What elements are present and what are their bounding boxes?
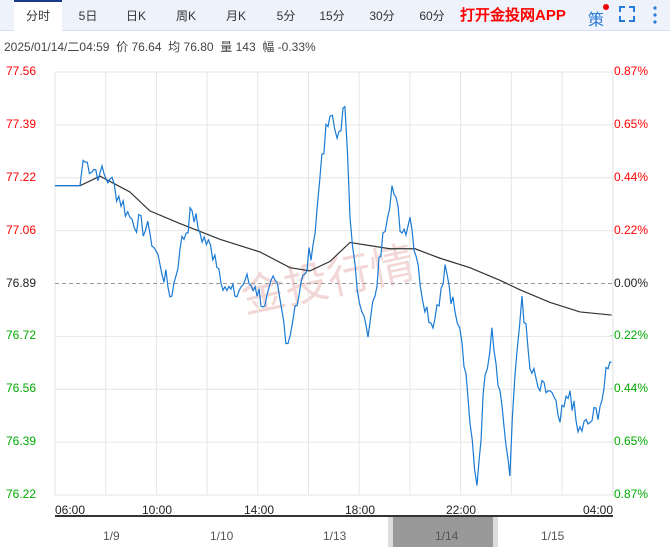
y-right-tick: -0.65% <box>609 434 648 449</box>
volume: 143 <box>235 40 256 54</box>
tab-60min[interactable]: 60分 <box>419 9 445 23</box>
tab-weekly-k[interactable]: 周K <box>175 9 196 23</box>
y-right-tick: -0.22% <box>609 328 648 343</box>
y-right-tick: 0.65% <box>613 116 648 131</box>
x-tick: 04:00 <box>583 503 614 517</box>
tab-daily-k[interactable]: 日K <box>125 9 146 23</box>
quote-info: 2025/01/14/二04:59 价 76.64 均 76.80 量 143 … <box>4 38 316 55</box>
y-right-tick: 0.44% <box>613 169 648 184</box>
y-left-tick: 77.39 <box>6 116 37 131</box>
datetime: 2025/01/14/二04:59 <box>4 40 110 54</box>
x-tick: 18:00 <box>345 503 376 517</box>
y-left-tick: 76.56 <box>6 381 37 396</box>
avg-price: 76.80 <box>183 40 214 54</box>
y-left-tick: 76.39 <box>6 434 37 449</box>
x-tick: 10:00 <box>142 503 173 517</box>
price-line <box>55 105 612 486</box>
open-app-link[interactable]: 打开金投网APP <box>460 7 566 24</box>
tab-5day[interactable]: 5日 <box>78 9 98 23</box>
tab-15min[interactable]: 15分 <box>319 9 345 23</box>
navigator-date: 1/9 <box>103 529 120 543</box>
strategy-label: 策 <box>588 12 605 29</box>
avg-label: 均 <box>168 40 181 54</box>
y-left-tick: 77.06 <box>6 222 37 237</box>
tab-5min[interactable]: 5分 <box>276 9 296 23</box>
tab-intraday[interactable]: 分时 <box>14 0 62 31</box>
price: 76.64 <box>131 40 162 54</box>
navigator-date: 1/10 <box>210 529 234 543</box>
change-pct: -0.33% <box>277 40 316 54</box>
x-tick: 06:00 <box>55 503 86 517</box>
more-menu-icon[interactable] <box>652 5 658 30</box>
navigator-selection[interactable] <box>388 517 498 547</box>
y-right-tick: 0.87% <box>613 64 648 78</box>
vol-label: 量 <box>220 40 233 54</box>
navigator-date: 1/13 <box>323 529 347 543</box>
y-left-tick: 76.22 <box>6 487 37 501</box>
y-right-tick: -0.44% <box>609 381 648 396</box>
time-navigator[interactable]: 1/9 1/10 1/13 1/14 1/15 <box>55 515 613 548</box>
tab-monthly-k[interactable]: 月K <box>225 9 246 23</box>
x-tick: 14:00 <box>244 503 275 517</box>
fullscreen-icon[interactable] <box>618 5 636 28</box>
period-tabs: 分时 5日 日K 周K 月K 5分 15分 30分 60分 打开金投网APP 策 <box>0 0 670 31</box>
notification-dot <box>603 4 610 10</box>
navigator-date: 1/14 <box>435 529 459 543</box>
price-label: 价 <box>116 40 129 54</box>
y-right-tick: -0.87% <box>609 487 648 501</box>
y-left-tick: 77.56 <box>6 64 37 78</box>
y-right-tick: 0.00% <box>613 275 648 290</box>
navigator-date: 1/15 <box>541 529 565 543</box>
y-left-tick: 76.89 <box>6 275 37 290</box>
chg-label: 幅 <box>262 40 275 54</box>
avg-price-line <box>55 175 612 316</box>
strategy-button[interactable]: 策 <box>588 4 610 30</box>
y-left-tick: 77.22 <box>6 169 37 184</box>
y-right-tick: 0.22% <box>613 222 648 237</box>
x-tick: 22:00 <box>446 503 477 517</box>
y-left-tick: 76.72 <box>6 328 37 343</box>
tab-30min[interactable]: 30分 <box>369 9 395 23</box>
watermark: 金投行情 <box>237 238 419 323</box>
